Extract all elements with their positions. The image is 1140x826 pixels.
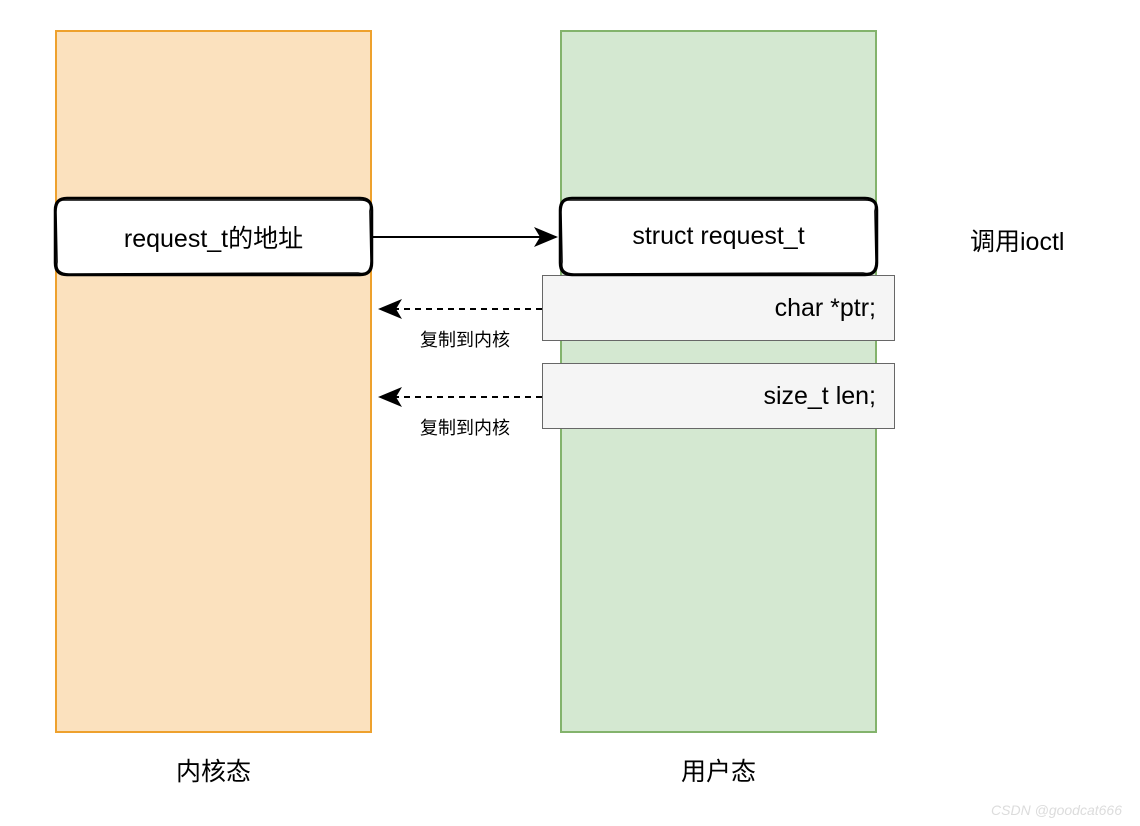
dash2-label: 复制到内核 [420, 414, 510, 440]
req-addr-label: request_t的地址 [55, 198, 372, 275]
ioctl-label: 调用ioctl [970, 222, 1064, 258]
dash1-label: 复制到内核 [420, 326, 510, 352]
diagram-stage: char *ptr; size_t len; [0, 0, 1140, 826]
nodes-svg [0, 0, 1140, 826]
watermark: CSDN @goodcat666 [991, 802, 1122, 818]
struct-label: struct request_t [560, 198, 877, 275]
user-label: 用户态 [560, 750, 877, 790]
kernel-label: 内核态 [55, 750, 372, 790]
